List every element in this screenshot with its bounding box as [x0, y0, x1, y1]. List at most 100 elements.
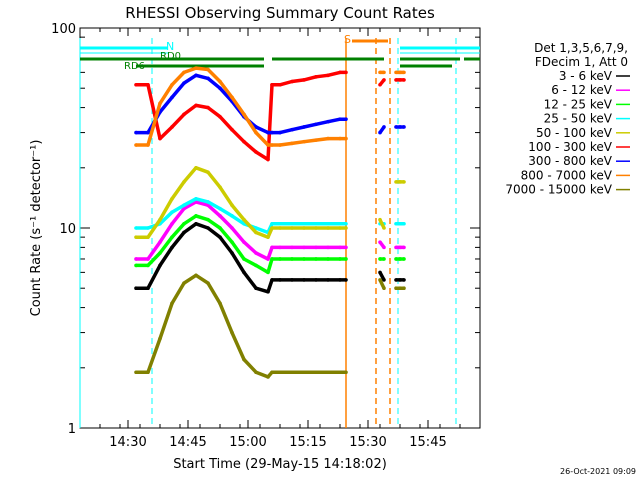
data-point: [242, 257, 246, 261]
data-point: [378, 240, 382, 244]
data-point: [182, 221, 186, 226]
data-point: [182, 70, 186, 75]
data-point: [134, 130, 138, 135]
legend-header-line-1: Det 1,3,5,6,7,9,: [534, 41, 628, 55]
data-point: [402, 70, 406, 75]
data-point: [398, 245, 402, 250]
data-point: [382, 70, 386, 75]
data-point: [194, 103, 198, 108]
data-point: [394, 78, 398, 82]
x-tick-label: 14:45: [169, 435, 206, 450]
data-point: [242, 240, 246, 244]
data-point: [344, 245, 348, 250]
data-point: [402, 180, 406, 184]
data-point: [254, 150, 258, 154]
data-point: [146, 263, 150, 268]
data-point: [230, 95, 234, 100]
data-point: [278, 143, 282, 147]
data-point: [270, 143, 274, 147]
data-point: [326, 136, 330, 141]
data-point: [402, 257, 406, 261]
data-point: [398, 70, 402, 75]
data-point: [170, 82, 174, 87]
data-point: [146, 130, 150, 135]
legend-label: 3 - 6 keV: [559, 69, 613, 83]
data-point: [170, 245, 174, 250]
data-point: [394, 245, 398, 250]
data-point: [242, 270, 246, 275]
data-point: [344, 117, 348, 121]
data-point: [254, 230, 258, 235]
data-point: [266, 235, 270, 239]
data-point: [378, 270, 382, 275]
data-point: [134, 286, 138, 291]
data-point: [266, 157, 270, 162]
data-point: [218, 79, 222, 84]
data-point: [314, 226, 318, 230]
data-point: [394, 221, 398, 226]
data-point: [170, 95, 174, 100]
data-point: [326, 370, 330, 375]
data-point: [182, 112, 186, 117]
data-point: [382, 125, 386, 129]
data-point: [394, 180, 398, 184]
data-point: [206, 226, 210, 230]
data-point: [382, 278, 386, 282]
data-point: [382, 226, 386, 230]
legend-label: 25 - 50 keV: [544, 112, 613, 126]
data-point: [394, 286, 398, 291]
data-point: [170, 125, 174, 129]
data-point: [206, 67, 210, 72]
data-point: [278, 370, 282, 375]
data-point: [254, 130, 258, 135]
data-point: [194, 221, 198, 226]
data-point: [394, 278, 398, 282]
data-point: [182, 281, 186, 285]
data-point: [398, 78, 402, 82]
chart-title: RHESSI Observing Summary Count Rates: [125, 4, 435, 22]
data-point: [170, 210, 174, 214]
data-point: [266, 257, 270, 261]
x-tick-label: 15:45: [409, 435, 446, 450]
x-tick-label: 15:30: [349, 435, 386, 450]
data-point: [218, 214, 222, 218]
data-point: [314, 75, 318, 79]
data-point: [218, 206, 222, 211]
data-point: [254, 226, 258, 230]
data-point: [146, 143, 150, 147]
data-point: [314, 138, 318, 142]
data-point: [378, 130, 382, 135]
series-3-6-kev: [134, 221, 406, 294]
data-point: [338, 226, 342, 230]
data-point: [398, 278, 402, 282]
data-point: [382, 245, 386, 250]
data-point: [218, 235, 222, 239]
data-point: [326, 73, 330, 78]
decimation-label-rd0: RD0: [160, 51, 181, 62]
data-point: [218, 226, 222, 230]
data-point: [182, 81, 186, 85]
data-point: [170, 301, 174, 306]
data-point: [270, 257, 274, 261]
series-12-25-kev: [134, 214, 406, 275]
data-point: [326, 257, 330, 261]
data-point: [338, 136, 342, 141]
data-point: [206, 281, 210, 285]
data-point: [338, 257, 342, 261]
data-point: [402, 78, 406, 82]
legend: Det 1,3,5,6,7,9, FDecim 1, Att 0 3 - 6 k…: [505, 41, 630, 197]
data-point: [338, 221, 342, 226]
data-point: [134, 370, 138, 375]
data-point: [182, 180, 186, 184]
data-point: [326, 119, 330, 124]
data-point: [266, 375, 270, 379]
data-point: [194, 165, 198, 170]
attenuator-label: N: [166, 40, 174, 53]
y-tick-label: 100: [51, 22, 76, 37]
data-point: [290, 226, 294, 230]
data-point: [344, 70, 348, 75]
data-point: [230, 127, 234, 132]
data-point: [326, 278, 330, 282]
generation-timestamp: 26-Oct-2021 09:09: [560, 467, 636, 476]
data-point: [338, 70, 342, 75]
